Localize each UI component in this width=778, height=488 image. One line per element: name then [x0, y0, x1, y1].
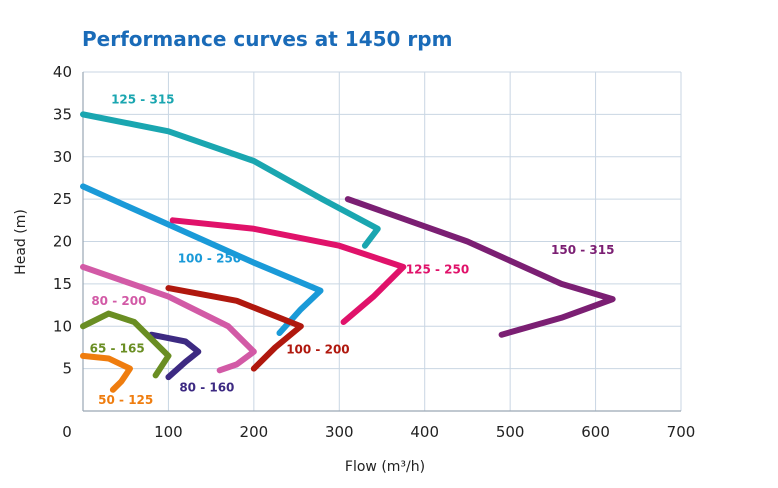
- curve-80-200: [80, 263, 257, 374]
- curve-50-125: [80, 352, 133, 393]
- series-labels: 125 - 315 150 - 315 100 - 250 125 - 250 80 -…: [90, 92, 615, 407]
- x-tick-labels: 0 100 200 300 400 500 600 700: [62, 423, 695, 441]
- y-tick-label: 5: [62, 360, 72, 378]
- x-tick-label: 100: [154, 423, 183, 441]
- chart-title: Performance curves at 1450 rpm: [82, 27, 452, 51]
- x-axis-label: Flow (m³/h): [345, 459, 425, 475]
- curve-125-250: [169, 217, 407, 326]
- curve-150-315: [344, 196, 616, 338]
- y-axis-label: Head (m): [13, 209, 29, 275]
- series-label: 65 - 165: [90, 342, 145, 356]
- x-tick-label: 400: [410, 423, 439, 441]
- series-label: 80 - 160: [179, 381, 234, 395]
- curve-125-315: [80, 111, 381, 249]
- series-label: 125 - 315: [111, 92, 174, 106]
- series-label: 100 - 200: [286, 342, 349, 356]
- curve-65-165: [80, 310, 172, 379]
- y-tick-label: 40: [53, 63, 72, 81]
- y-tick-label: 10: [53, 317, 72, 335]
- y-tick-label: 25: [53, 190, 72, 208]
- x-tick-label: 0: [62, 423, 72, 441]
- series-label: 50 - 125: [98, 393, 153, 407]
- series-label: 150 - 315: [551, 243, 614, 257]
- x-tick-label: 600: [581, 423, 610, 441]
- gridlines: [83, 71, 682, 411]
- curves: [80, 111, 616, 393]
- curve-80-160: [148, 331, 202, 381]
- series-label: 80 - 200: [91, 294, 146, 308]
- curve-100-250: [80, 183, 324, 337]
- x-tick-label: 700: [667, 423, 696, 441]
- curve-100-200: [165, 285, 304, 372]
- y-tick-label: 20: [53, 233, 72, 251]
- x-tick-label: 300: [325, 423, 354, 441]
- series-label: 125 - 250: [406, 263, 469, 277]
- y-tick-labels: 5 10 15 20 25 30 35 40: [53, 63, 72, 378]
- y-tick-label: 35: [53, 105, 72, 123]
- series-label: 100 - 250: [178, 252, 241, 266]
- x-tick-label: 500: [496, 423, 525, 441]
- y-tick-label: 30: [53, 148, 72, 166]
- x-tick-label: 200: [240, 423, 269, 441]
- y-tick-label: 15: [53, 275, 72, 293]
